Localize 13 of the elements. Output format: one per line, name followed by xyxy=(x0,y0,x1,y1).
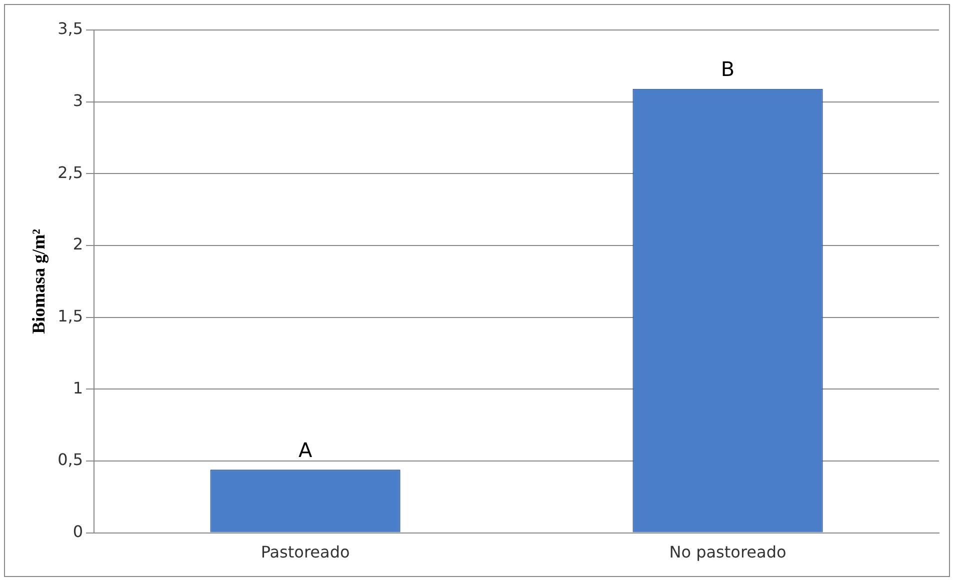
x-tick-label: No pastoreado xyxy=(669,542,786,562)
y-axis-title: Biomasa g/m² xyxy=(28,228,48,334)
y-tick-label: 1,5 xyxy=(58,306,84,326)
annotation: B xyxy=(720,57,735,82)
y-tick-label: 2,5 xyxy=(58,162,84,182)
y-tick-label: 3,5 xyxy=(58,19,84,38)
y-tick-label: 0 xyxy=(72,522,84,541)
y-tick-label: 0,5 xyxy=(58,450,84,470)
x-tick-label: Pastoreado xyxy=(260,542,350,562)
y-tick-label: 3 xyxy=(72,90,84,110)
annotation: A xyxy=(298,438,312,462)
y-tick-label: 1 xyxy=(72,378,84,398)
y-tick-label: 2 xyxy=(72,234,84,254)
